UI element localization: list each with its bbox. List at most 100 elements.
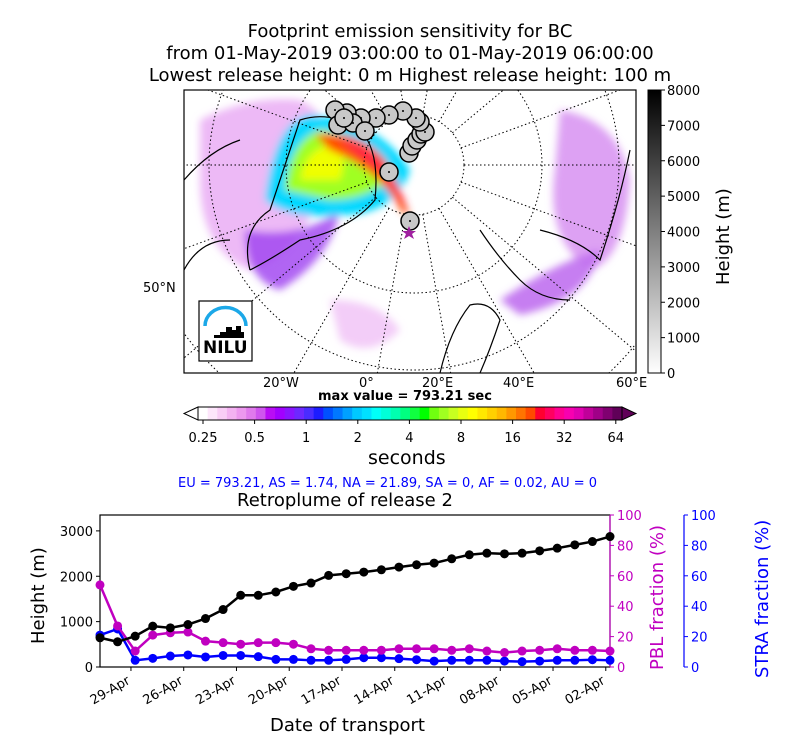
map-content (184, 90, 636, 373)
stra-tick-label: 40 (691, 600, 708, 615)
coastline (439, 303, 501, 373)
colorbar-segment (487, 407, 498, 420)
trajectory-dot (334, 109, 336, 111)
colorbar-segment (573, 407, 584, 420)
data-point (201, 614, 211, 624)
coastline (184, 139, 241, 181)
colorbar-tick-label: 16 (504, 431, 521, 446)
data-point (447, 655, 457, 665)
data-point (605, 655, 615, 665)
colorbar-segment (410, 407, 421, 420)
trajectory-dot (424, 131, 426, 133)
x-tick-label: 26-Apr (141, 673, 187, 708)
max-value-label: max value = 793.21 sec (318, 389, 492, 404)
map-title-line-2: from 01-May-2019 03:00:00 to 01-May-2019… (166, 43, 654, 64)
data-point (394, 654, 404, 664)
data-point (412, 655, 422, 665)
data-point (201, 636, 211, 646)
data-point (552, 655, 562, 665)
colorbar-segment (275, 407, 286, 420)
colorbar-segment (207, 407, 218, 420)
data-point (517, 548, 527, 558)
pbl-tick-label: 40 (617, 600, 634, 615)
data-point (605, 646, 615, 656)
data-point (587, 645, 597, 655)
data-point (201, 652, 211, 662)
colorbar-segment (313, 407, 324, 420)
colorbar-segment (429, 407, 440, 420)
chart-frame (99, 514, 611, 668)
colorbar-segment (583, 407, 594, 420)
data-point (464, 550, 474, 560)
colorbar-segment (544, 407, 556, 420)
data-point (376, 645, 386, 655)
stra-tick-label: 80 (691, 539, 708, 554)
colorbar-segment (236, 407, 247, 420)
data-point (394, 562, 404, 572)
colorbar-segment (554, 407, 565, 420)
data-point (359, 567, 369, 577)
colorbar-segment (458, 407, 469, 420)
colorbar-tick-label: 0.25 (189, 431, 218, 446)
data-point (517, 657, 527, 667)
trajectory-dot (415, 117, 417, 119)
map-frame (183, 89, 637, 374)
meridian-line (451, 196, 636, 352)
stra-tick-label: 100 (691, 509, 716, 524)
data-point (306, 655, 316, 665)
colorbar-segment (467, 407, 478, 420)
region-sums: EU = 793.21, AS = 1.74, NA = 21.89, SA =… (178, 476, 598, 491)
colorbar-segment (438, 407, 450, 420)
height-tick-label: 8000 (667, 84, 700, 99)
height-tick-label: 6000 (667, 155, 700, 170)
data-point (482, 548, 492, 558)
data-point (464, 655, 474, 665)
latitude-line (208, 90, 620, 371)
footprint-blob (500, 250, 600, 315)
data-point (271, 654, 281, 664)
colorbar-tick-label: 2 (354, 431, 362, 446)
data-point (552, 543, 562, 553)
trajectory-dot (388, 171, 390, 173)
data-point (324, 570, 334, 580)
data-point (499, 549, 509, 559)
lon-label-20e: 20°E (422, 376, 454, 391)
x-axis-label: Date of transport (270, 715, 425, 736)
data-point (130, 631, 140, 641)
data-point (288, 654, 298, 664)
data-point (324, 645, 334, 655)
colorbar-tick-label: 0.5 (244, 431, 265, 446)
data-point (341, 654, 351, 664)
data-point (236, 590, 246, 600)
trajectory-dot (388, 114, 390, 116)
data-point (324, 655, 334, 665)
nilu-logo-skyline (204, 326, 244, 338)
data-point (253, 638, 263, 648)
height-tick-label: 1000 (667, 332, 700, 347)
colorbar-tick-label: 32 (556, 431, 573, 446)
colorbar-segment (323, 407, 334, 420)
coastline (479, 229, 571, 301)
trajectory-dot (409, 220, 411, 222)
colorbar-segment (217, 407, 228, 420)
colorbar-segment (255, 407, 266, 420)
data-point (429, 644, 439, 654)
trajectory-dot (375, 117, 377, 119)
data-point (587, 537, 597, 547)
lon-label-20w: 20°W (263, 376, 299, 391)
colorbar-segment (352, 407, 363, 420)
data-point (183, 650, 193, 660)
map-title-line-3: Lowest release height: 0 m Highest relea… (148, 65, 672, 86)
map-title-line-1: Footprint emission sensitivity for BC (247, 21, 573, 42)
colorbar-tick-label: 64 (608, 431, 625, 446)
nilu-logo-arc (203, 305, 248, 327)
x-tick-label: 05-Apr (510, 673, 556, 708)
data-point (570, 540, 580, 550)
pbl-tick-label: 20 (617, 631, 634, 646)
data-point (236, 639, 246, 649)
data-point (535, 546, 545, 556)
pbl-tick-label: 100 (617, 509, 642, 524)
data-point (218, 638, 228, 648)
x-tick-label: 29-Apr (88, 673, 134, 708)
pbl-axis-label: PBL fraction (%) (647, 525, 668, 670)
